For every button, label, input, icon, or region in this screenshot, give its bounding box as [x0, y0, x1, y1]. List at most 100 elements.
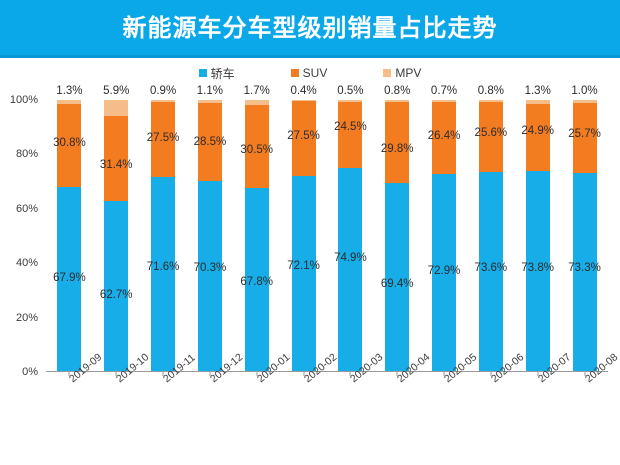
bar-column[interactable]: 1.3% 30.8% 67.9%: [46, 85, 93, 376]
x-axis-label-slot: 2019-12: [186, 351, 245, 424]
bar-column[interactable]: 0.5% 24.5% 74.9%: [327, 85, 374, 376]
stacked-bar[interactable]: 0.7% 26.4% 72.9%: [428, 85, 460, 372]
stacked-bar[interactable]: 1.0% 25.7% 73.3%: [568, 85, 601, 372]
data-label-suv: 27.5%: [146, 131, 180, 144]
stacked-bar[interactable]: 0.5% 24.5% 74.9%: [334, 85, 367, 372]
bar-segment-suv[interactable]: 27.5%: [287, 101, 320, 176]
bar-segment-mpv[interactable]: 1.3%: [525, 85, 551, 104]
bar-segment-mpv[interactable]: 1.1%: [197, 85, 223, 104]
data-label-car: 73.3%: [568, 262, 601, 275]
bar-segment-suv[interactable]: 24.9%: [521, 103, 554, 172]
bar-column[interactable]: 0.9% 27.5% 71.6%: [140, 85, 187, 376]
bar-segment-suv[interactable]: 31.4%: [100, 116, 133, 202]
x-axis-label-slot: 2019-10: [93, 351, 151, 424]
bar-segment-car[interactable]: 62.7%: [100, 201, 133, 372]
bar-column[interactable]: 1.7% 30.5% 67.8%: [233, 85, 280, 376]
bar-column[interactable]: 1.1% 28.5% 70.3%: [186, 85, 233, 376]
data-label-mpv: 1.0%: [571, 85, 598, 98]
data-label-suv: 27.5%: [287, 130, 320, 143]
legend-item-MPV[interactable]: MPV: [383, 66, 421, 80]
legend-label: SUV: [302, 66, 328, 80]
data-label-suv: 24.9%: [521, 125, 554, 138]
bar-group: 1.3% 30.8% 67.9% 5.9% 31.4% 62.7% 0.9% 27.5% 71.…: [46, 85, 608, 376]
bar-segment-mpv[interactable]: 0.8%: [384, 85, 410, 103]
stacked-bar[interactable]: 0.9% 27.5% 71.6%: [147, 85, 179, 372]
bar-segment-mpv[interactable]: 0.9%: [150, 85, 176, 103]
legend-swatch-icon: [383, 69, 392, 77]
stacked-bar[interactable]: 1.3% 24.9% 73.8%: [521, 85, 554, 372]
bar-segment-car[interactable]: 69.4%: [381, 183, 414, 372]
bar-segment-car[interactable]: 73.6%: [475, 171, 507, 372]
bar-segment-car[interactable]: 73.3%: [568, 172, 601, 372]
data-label-suv: 26.4%: [427, 129, 461, 142]
bar-column[interactable]: 1.0% 25.7% 73.3%: [561, 85, 608, 376]
x-axis-tick: [115, 372, 117, 376]
bar-segment-suv[interactable]: 29.8%: [381, 102, 414, 184]
bar-column[interactable]: 0.7% 26.4% 72.9%: [421, 85, 468, 376]
stacked-bar[interactable]: 5.9% 31.4% 62.7%: [100, 85, 133, 372]
bar-column[interactable]: 5.9% 31.4% 62.7%: [93, 85, 140, 376]
data-label-car: 67.8%: [240, 275, 274, 288]
bar-segment-car[interactable]: 73.8%: [521, 171, 554, 372]
bar-segment-suv[interactable]: 30.8%: [53, 103, 86, 188]
bar-segment-suv[interactable]: 28.5%: [194, 103, 226, 181]
x-axis-label-slot: 2020-08: [561, 351, 620, 424]
x-axis-label-slot: 2020-04: [374, 351, 432, 424]
bar-segment-car[interactable]: 71.6%: [147, 177, 179, 372]
stacked-bar[interactable]: 1.1% 28.5% 70.3%: [194, 85, 226, 372]
bar-segment-car[interactable]: 67.9%: [53, 187, 86, 372]
bar-segment-car[interactable]: 72.1%: [287, 175, 320, 372]
data-label-suv: 30.8%: [53, 137, 86, 150]
bar-segment-suv[interactable]: 25.6%: [475, 102, 507, 172]
legend-item-SUV[interactable]: SUV: [290, 66, 328, 80]
bar-segment-mpv[interactable]: 0.5%: [337, 85, 363, 102]
data-label-suv: 31.4%: [99, 158, 133, 171]
chart-legend: 轿车 SUV MPV: [0, 62, 620, 84]
bar-segment-mpv[interactable]: 1.7%: [244, 85, 270, 105]
stacked-bar[interactable]: 0.8% 29.8% 69.4%: [381, 85, 414, 372]
bar-segment-mpv[interactable]: 5.9%: [103, 85, 129, 117]
x-axis-label-slot: 2020-02: [280, 351, 339, 424]
bar-segment-suv[interactable]: 25.7%: [568, 102, 601, 173]
bar-segment-mpv[interactable]: 1.0%: [571, 85, 598, 103]
bar-segment-suv[interactable]: 27.5%: [147, 102, 179, 178]
bar-column[interactable]: 0.4% 27.5% 72.1%: [280, 85, 327, 376]
bar-segment-car[interactable]: 74.9%: [334, 168, 367, 372]
bar-column[interactable]: 1.3% 24.9% 73.8%: [514, 85, 561, 376]
x-axis-line: [46, 371, 608, 372]
x-axis-label-slot: 2019-11: [140, 352, 198, 424]
data-label-mpv: 0.8%: [384, 85, 411, 98]
bar-segment-mpv[interactable]: 0.8%: [478, 85, 504, 103]
x-axis-label-slot: 2020-05: [421, 351, 479, 424]
x-axis-label-slot: 2020-07: [514, 351, 573, 424]
data-label-car: 74.9%: [334, 252, 367, 265]
data-label-car: 67.9%: [53, 271, 86, 284]
x-axis-tick: [349, 372, 351, 376]
bar-column[interactable]: 0.8% 25.6% 73.6%: [467, 85, 514, 376]
bar-segment-mpv[interactable]: 0.4%: [290, 85, 317, 102]
y-axis-tick-label: 80%: [15, 148, 38, 161]
x-axis-tick: [537, 372, 539, 376]
bar-segment-suv[interactable]: 30.5%: [240, 104, 273, 188]
bar-segment-car[interactable]: 72.9%: [428, 173, 460, 372]
x-axis-tick: [162, 372, 164, 376]
data-label-mpv: 0.8%: [477, 85, 504, 98]
bar-segment-mpv[interactable]: 0.7%: [431, 85, 457, 102]
bar-segment-mpv[interactable]: 1.3%: [56, 85, 83, 104]
y-axis-tick-label: 60%: [15, 202, 38, 215]
bar-column[interactable]: 0.8% 29.8% 69.4%: [374, 85, 421, 376]
bar-segment-suv[interactable]: 24.5%: [334, 101, 367, 169]
bar-segment-car[interactable]: 70.3%: [194, 180, 226, 372]
bar-segment-suv[interactable]: 26.4%: [428, 101, 460, 174]
data-label-suv: 29.8%: [380, 142, 414, 155]
y-axis-tick-label: 20%: [15, 311, 38, 324]
y-axis-tick-label: 40%: [15, 257, 38, 270]
stacked-bar[interactable]: 0.4% 27.5% 72.1%: [287, 85, 320, 372]
stacked-bar[interactable]: 0.8% 25.6% 73.6%: [475, 85, 507, 372]
legend-item-轿车[interactable]: 轿车: [198, 65, 235, 82]
bar-segment-car[interactable]: 67.8%: [240, 187, 273, 372]
stacked-bar[interactable]: 1.7% 30.5% 67.8%: [240, 85, 273, 372]
stacked-bar[interactable]: 1.3% 30.8% 67.9%: [53, 85, 86, 372]
x-axis-label-slot: 2020-01: [233, 351, 292, 424]
